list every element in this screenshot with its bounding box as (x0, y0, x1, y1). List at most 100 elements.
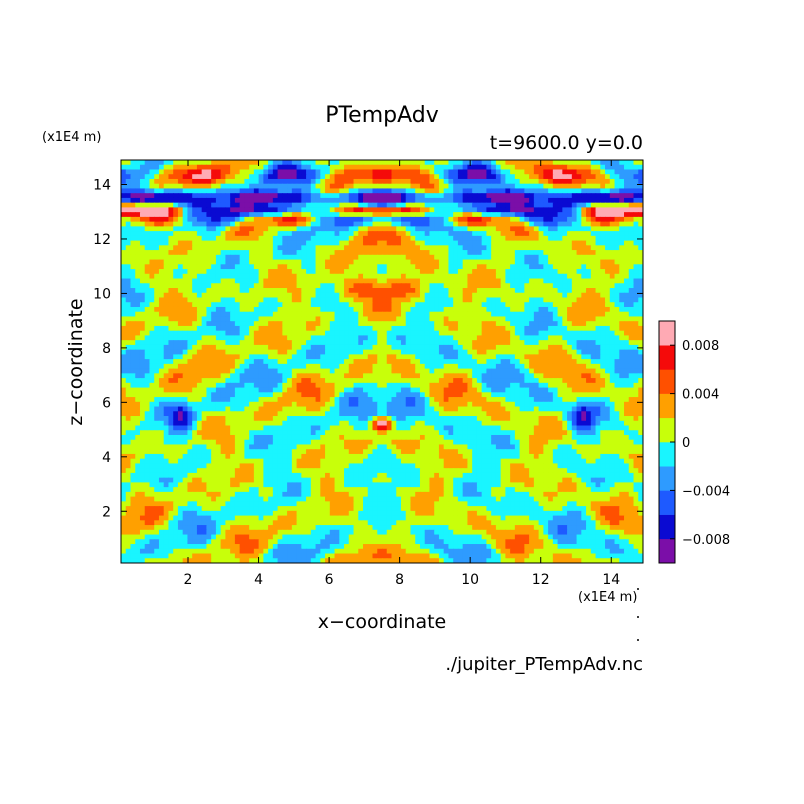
heatmap-cell (201, 311, 208, 318)
heatmap-cell (211, 250, 217, 256)
heatmap-cell (529, 363, 535, 370)
heatmap-cell (367, 340, 374, 346)
heatmap-cell (552, 250, 559, 256)
heatmap-cell (339, 164, 345, 171)
heatmap-cell (344, 202, 350, 209)
heatmap-cell (272, 311, 279, 318)
heatmap-cell (576, 264, 582, 270)
heatmap-cell (581, 302, 587, 308)
heatmap-cell (196, 212, 203, 218)
heatmap-cell (533, 174, 540, 180)
heatmap-cell (595, 221, 601, 227)
heatmap-cell (125, 235, 132, 242)
heatmap-cell (182, 164, 189, 171)
heatmap-cell (396, 160, 402, 166)
heatmap-cell (405, 183, 412, 190)
heatmap-cell (130, 169, 136, 175)
heatmap-cell (514, 316, 521, 322)
heatmap-cell (491, 259, 497, 265)
heatmap-cell (457, 160, 464, 166)
heatmap-cell (495, 202, 502, 209)
heatmap-cell (135, 226, 141, 232)
heatmap-cell (576, 254, 582, 261)
heatmap-cell (424, 335, 431, 341)
heatmap-cell (173, 359, 179, 365)
heatmap-cell (320, 216, 326, 223)
heatmap-cell (519, 216, 525, 223)
heatmap-cell (258, 316, 264, 322)
heatmap-cell (268, 250, 274, 256)
heatmap-cell (586, 254, 592, 261)
heatmap-cell (372, 264, 378, 270)
heatmap-cell (486, 330, 492, 337)
heatmap-cell (529, 321, 535, 327)
heatmap-cell (315, 174, 321, 180)
heatmap-cell (538, 254, 544, 261)
heatmap-cell (358, 354, 364, 360)
heatmap-cell (415, 359, 421, 365)
heatmap-cell (353, 297, 359, 303)
heatmap-cell (268, 288, 274, 294)
heatmap-cell (619, 259, 625, 265)
heatmap-cell (291, 183, 298, 190)
heatmap-cell (491, 254, 497, 261)
heatmap-cell (514, 188, 521, 194)
heatmap-cell (500, 221, 506, 227)
heatmap-cell (296, 183, 302, 190)
heatmap-cell (472, 174, 478, 180)
heatmap-cell (348, 245, 355, 251)
heatmap-cell (287, 245, 293, 251)
heatmap-cell (429, 235, 435, 242)
heatmap-cell (182, 344, 189, 351)
heatmap-cell (282, 269, 288, 275)
heatmap-cell (282, 226, 288, 232)
heatmap-cell (524, 349, 530, 355)
heatmap-cell (614, 359, 620, 365)
heatmap-cell (130, 250, 136, 256)
heatmap-cell (557, 264, 563, 270)
heatmap-cell (396, 354, 402, 360)
heatmap-cell (367, 316, 374, 322)
heatmap-cell (282, 278, 288, 284)
heatmap-cell (315, 245, 321, 251)
heatmap-cell (476, 340, 483, 346)
heatmap-cell (144, 330, 151, 337)
heatmap-cell (310, 197, 317, 204)
heatmap-cell (567, 302, 573, 308)
heatmap-cell (576, 188, 582, 194)
heatmap-cell (476, 269, 483, 275)
heatmap-cell (462, 188, 469, 194)
heatmap-cell (500, 363, 506, 370)
heatmap-cell (462, 363, 469, 370)
heatmap-cell (552, 174, 559, 180)
heatmap-cell (268, 297, 274, 303)
heatmap-cell (438, 197, 445, 204)
heatmap-cell (234, 283, 241, 289)
heatmap-cell (514, 278, 521, 284)
heatmap-cell (315, 344, 321, 351)
heatmap-cell (614, 302, 620, 308)
heatmap-cell (353, 202, 359, 209)
heatmap-cell (320, 292, 326, 299)
heatmap-cell (552, 264, 559, 270)
heatmap-cell (633, 325, 639, 332)
heatmap-cell (315, 316, 321, 322)
heatmap-cell (154, 240, 160, 246)
heatmap-cell (135, 278, 141, 284)
heatmap-cell (628, 354, 635, 360)
heatmap-cell (448, 240, 454, 246)
heatmap-cell (638, 273, 643, 280)
heatmap-cell (543, 359, 549, 365)
heatmap-cell (400, 302, 407, 308)
heatmap-cell (125, 254, 132, 261)
heatmap-cell (272, 292, 279, 299)
heatmap-cell (339, 169, 345, 175)
heatmap-cell (282, 193, 288, 199)
heatmap-cell (225, 188, 231, 194)
heatmap-cell (595, 340, 601, 346)
heatmap-cell (586, 202, 592, 209)
heatmap-cell (244, 240, 250, 246)
heatmap-cell (571, 231, 578, 237)
heatmap-cell (581, 349, 587, 355)
heatmap-cell (139, 349, 146, 355)
